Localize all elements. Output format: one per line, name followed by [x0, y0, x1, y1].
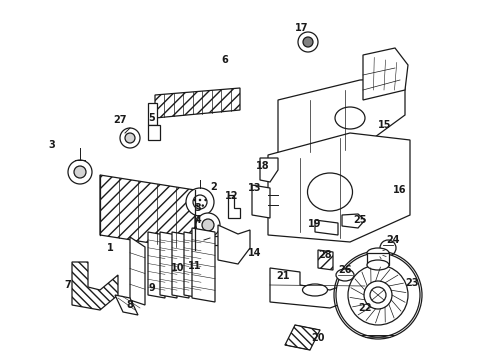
Polygon shape	[342, 214, 365, 228]
Ellipse shape	[367, 260, 389, 270]
Polygon shape	[130, 237, 145, 305]
Polygon shape	[100, 175, 195, 250]
Text: 6: 6	[221, 55, 228, 65]
Text: 4: 4	[195, 215, 201, 225]
Text: 3: 3	[195, 203, 201, 213]
Polygon shape	[160, 232, 177, 298]
Circle shape	[380, 240, 396, 256]
Polygon shape	[155, 88, 240, 118]
Text: 12: 12	[225, 191, 239, 201]
Text: 7: 7	[65, 280, 72, 290]
Polygon shape	[184, 232, 201, 298]
Polygon shape	[318, 250, 333, 270]
Polygon shape	[363, 48, 408, 100]
Text: 9: 9	[148, 283, 155, 293]
Text: 23: 23	[405, 278, 419, 288]
Text: 22: 22	[358, 303, 372, 313]
Polygon shape	[278, 78, 405, 155]
Circle shape	[364, 281, 392, 309]
Polygon shape	[115, 295, 138, 315]
Circle shape	[303, 37, 313, 47]
Polygon shape	[228, 195, 240, 218]
Circle shape	[348, 265, 408, 325]
Text: 1: 1	[107, 243, 113, 253]
Text: 15: 15	[378, 120, 392, 130]
Text: 2: 2	[211, 182, 218, 192]
Text: 5: 5	[148, 113, 155, 123]
Polygon shape	[172, 232, 189, 298]
Text: 3: 3	[49, 140, 55, 150]
Polygon shape	[218, 225, 250, 264]
Polygon shape	[285, 325, 320, 350]
Ellipse shape	[302, 284, 327, 296]
Polygon shape	[260, 158, 278, 182]
Circle shape	[125, 133, 135, 143]
Circle shape	[193, 195, 207, 209]
Circle shape	[68, 160, 92, 184]
Polygon shape	[148, 232, 165, 298]
Text: 13: 13	[248, 183, 262, 193]
Polygon shape	[268, 133, 410, 242]
Polygon shape	[148, 103, 157, 125]
Text: 10: 10	[171, 263, 185, 273]
Text: 8: 8	[126, 300, 133, 310]
Polygon shape	[270, 268, 365, 308]
Circle shape	[186, 188, 214, 216]
Polygon shape	[72, 262, 118, 310]
Text: 27: 27	[113, 115, 127, 125]
Text: 28: 28	[318, 250, 332, 260]
Circle shape	[370, 287, 386, 303]
Ellipse shape	[367, 248, 389, 258]
Circle shape	[336, 253, 420, 337]
Text: 16: 16	[393, 185, 407, 195]
Text: 25: 25	[353, 215, 367, 225]
Circle shape	[74, 166, 86, 178]
Text: 21: 21	[276, 271, 290, 281]
Ellipse shape	[336, 269, 354, 281]
Ellipse shape	[308, 173, 352, 211]
Bar	[367, 253, 389, 265]
Circle shape	[120, 128, 140, 148]
Text: 14: 14	[248, 248, 262, 258]
Polygon shape	[210, 236, 218, 245]
Text: 19: 19	[308, 219, 322, 229]
Polygon shape	[192, 228, 215, 302]
Ellipse shape	[335, 107, 365, 129]
Text: 11: 11	[188, 261, 202, 271]
Polygon shape	[148, 125, 160, 140]
Circle shape	[202, 219, 214, 231]
Text: 17: 17	[295, 23, 309, 33]
Polygon shape	[315, 220, 338, 235]
Text: 26: 26	[338, 265, 352, 275]
Text: 18: 18	[256, 161, 270, 171]
Circle shape	[298, 32, 318, 52]
Polygon shape	[252, 185, 270, 218]
Text: 24: 24	[386, 235, 400, 245]
Text: 20: 20	[311, 333, 325, 343]
Circle shape	[196, 213, 220, 237]
